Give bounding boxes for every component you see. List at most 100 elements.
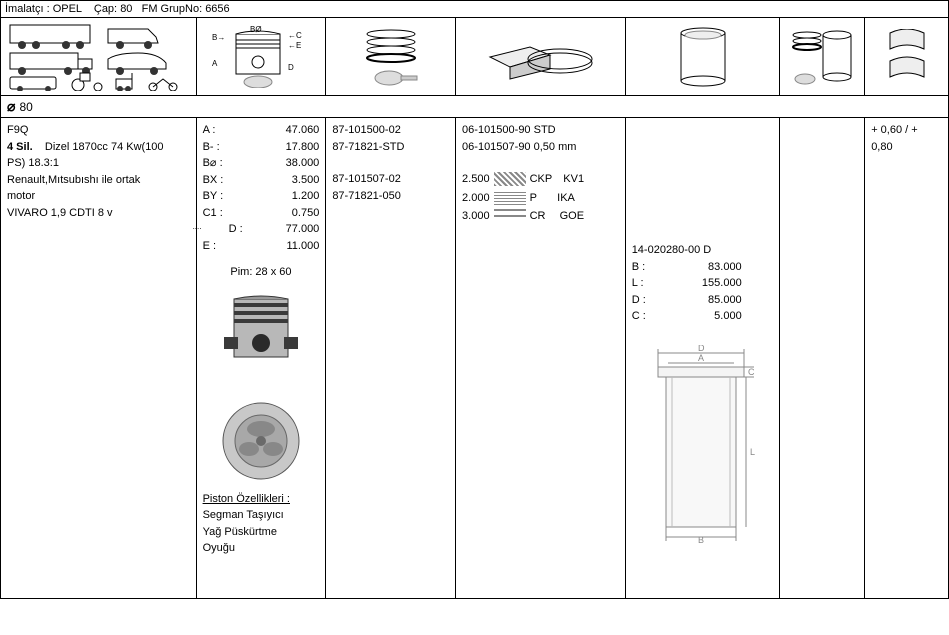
liner-col: 14-020280-00 D B : 83.000 L : 155.000 D : 8… xyxy=(626,118,781,598)
liner-C-val: 5.000 xyxy=(714,308,742,325)
catalog-page: İmalatçı : OPEL Çap: 80 FM GrupNo: 6656 xyxy=(0,0,949,599)
vehicles-icon xyxy=(8,23,188,91)
piston-side-image xyxy=(216,293,306,383)
dim-A-label: A : xyxy=(203,122,233,139)
dim-C1-val: 0.750 xyxy=(292,205,320,222)
dim-D-val: 77.000 xyxy=(286,221,320,238)
liner-piston-icon-cell xyxy=(780,18,865,95)
svg-text:A: A xyxy=(698,353,704,363)
liner-D-label: D : xyxy=(632,292,646,309)
dim-A-val: 47.060 xyxy=(286,122,320,139)
engine-desc1: Dizel 1870cc 74 Kw(100 xyxy=(45,141,164,153)
liner-icon-cell xyxy=(626,18,781,95)
partno-4-2: 06-101507-90 0,50 mm xyxy=(462,139,619,156)
bearing-icon-cell xyxy=(865,18,948,95)
cap-label: Çap: xyxy=(94,3,117,15)
svg-text:A: A xyxy=(212,59,218,68)
dim-BY-val: 1.200 xyxy=(292,188,320,205)
ring-spec-2: 2.000 P IKA xyxy=(462,190,619,207)
cap-value: 80 xyxy=(120,3,132,15)
dim-Bdia-val: 38.000 xyxy=(286,155,320,172)
svg-text:←E: ←E xyxy=(288,41,301,50)
partno-3-2: 87-71821-STD xyxy=(332,139,449,156)
piston-top-image xyxy=(219,399,303,483)
dim-Bdia-label: B⌀ : xyxy=(203,155,233,172)
piston-dims-icon-cell: B→ A BØ ←C ←E D xyxy=(197,18,327,95)
ringset-box-icon-cell xyxy=(456,18,626,95)
tolerance-value: + 0,60 / + 0,80 xyxy=(871,122,942,155)
piston-rings-icon xyxy=(351,26,431,88)
ring2-pattern-icon xyxy=(494,191,526,205)
dim-Bminus-label: B- : xyxy=(203,139,233,156)
category-icons-row: B→ A BØ ←C ←E D xyxy=(1,18,948,96)
engine-desc2: PS) 18.3:1 xyxy=(7,155,190,172)
piston-features-title: Piston Özellikleri : xyxy=(203,491,320,508)
main-data-row: F9Q 4 Sil. Dizel 1870cc 74 Kw(100 PS) 18… xyxy=(1,118,948,598)
svg-text:B: B xyxy=(698,535,704,545)
ring-spec-3: 3.000 CR GOE xyxy=(462,208,619,225)
cylinder-count: 4 Sil. xyxy=(7,141,33,153)
group-label: FM GrupNo: xyxy=(142,3,203,15)
partno-3-3: 87-101507-02 xyxy=(332,171,449,188)
piston-dimensions-icon: B→ A BØ ←C ←E D xyxy=(206,26,316,88)
manufacturer-label: İmalatçı : xyxy=(5,3,50,15)
dim-BX-val: 3.500 xyxy=(292,172,320,189)
ring3-pattern-icon xyxy=(494,209,526,223)
diameter-row: ⌀ 80 xyxy=(1,96,948,118)
liner-drawing-wrap: D A C xyxy=(632,345,774,545)
svg-text:B→: B→ xyxy=(212,33,225,42)
dim-E-val: 11.000 xyxy=(286,238,319,255)
empty-col6 xyxy=(780,118,865,598)
part-numbers-col4: 06-101500-90 STD 06-101507-90 0,50 mm 2.… xyxy=(456,118,626,598)
engine-desc4: motor xyxy=(7,188,190,205)
engine-desc3: Renault,Mıtsubıshı ile ortak xyxy=(7,172,190,189)
liner-L-label: L : xyxy=(632,275,644,292)
ring2-type: P xyxy=(530,190,537,207)
ring2-size: 2.000 xyxy=(462,190,490,207)
part-numbers-col3: 87-101500-02 87-71821-STD 87-101507-02 8… xyxy=(326,118,456,598)
ring1-size: 2.500 xyxy=(462,171,490,188)
liner-D-val: 85.000 xyxy=(708,292,742,309)
bearing-shells-icon xyxy=(882,29,932,85)
liner-B-label: B : xyxy=(632,259,645,276)
piston-feature-1: Segman Taşıyıcı xyxy=(203,507,320,524)
svg-text:BØ: BØ xyxy=(250,26,262,34)
liner-partno: 14-020280-00 D xyxy=(632,242,774,259)
dim-E-label: E : xyxy=(203,238,233,255)
manufacturer-value: OPEL xyxy=(53,3,82,15)
ring1-code: KV1 xyxy=(563,171,584,188)
svg-text:D: D xyxy=(288,63,294,72)
svg-text:←C: ←C xyxy=(288,31,302,40)
partno-3-4: 87-71821-050 xyxy=(332,188,449,205)
partno-3-1: 87-101500-02 xyxy=(332,122,449,139)
engine-model: VIVARO 1,9 CDTI 8 v xyxy=(7,205,190,222)
liner-L-val: 155.000 xyxy=(702,275,742,292)
ring3-type: CR xyxy=(530,208,546,225)
vehicles-icon-cell xyxy=(1,18,197,95)
engine-code: F9Q xyxy=(7,122,190,139)
dim-BX-label: BX : xyxy=(203,172,233,189)
header-row: İmalatçı : OPEL Çap: 80 FM GrupNo: 6656 xyxy=(1,1,948,18)
ellipsis: .... xyxy=(193,221,202,238)
liner-B-val: 83.000 xyxy=(708,259,742,276)
ring1-type: CKP xyxy=(530,171,553,188)
diameter-value: 80 xyxy=(19,100,32,114)
piston-feature-2: Yağ Püskürtme xyxy=(203,524,320,541)
dim-C1-label: C1 : xyxy=(203,205,233,222)
svg-text:D: D xyxy=(698,345,705,353)
ring3-code: GOE xyxy=(560,208,584,225)
ring3-size: 3.000 xyxy=(462,208,490,225)
dim-Bminus-val: 17.800 xyxy=(286,139,320,156)
diameter-symbol: ⌀ xyxy=(7,98,15,115)
ringset-box-icon xyxy=(480,27,600,87)
liner-C-label: C : xyxy=(632,308,646,325)
pim-spec: Pim: 28 x 60 xyxy=(203,264,320,281)
dim-BY-label: BY : xyxy=(203,188,233,205)
ring-spec-1: 2.500 CKP KV1 xyxy=(462,171,619,188)
dimensions-col: A : 47.060 B- : 17.800 B⌀ : 38.000 BX : 3.50… xyxy=(197,118,327,598)
ring1-pattern-icon xyxy=(494,172,526,186)
piston-images xyxy=(203,293,320,483)
liner-technical-drawing: D A C xyxy=(638,345,768,545)
svg-text:C: C xyxy=(748,367,755,377)
partno-4-1: 06-101500-90 STD xyxy=(462,122,619,139)
